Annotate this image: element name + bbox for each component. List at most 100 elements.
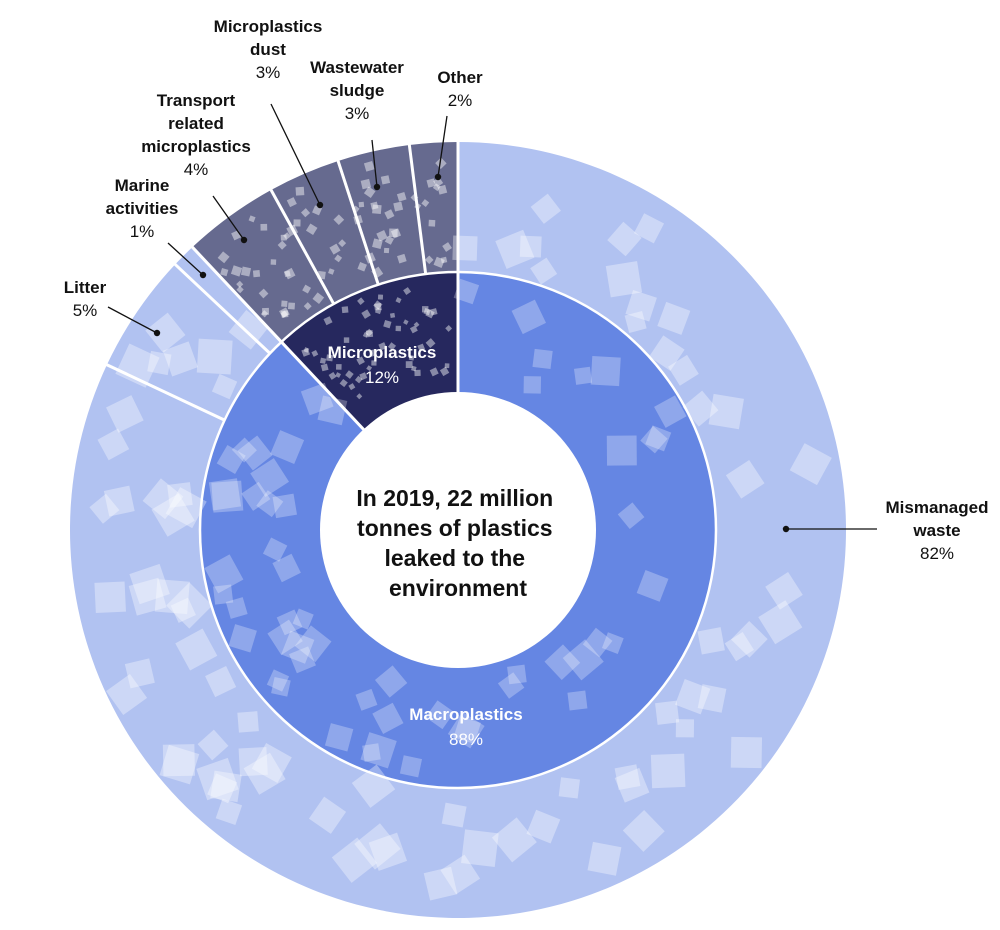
inner-value-macroplastics: 88% — [449, 730, 483, 749]
confetti-square — [170, 597, 196, 623]
confetti-dot — [430, 308, 438, 316]
confetti-dot — [425, 338, 436, 349]
confetti-dot — [354, 375, 363, 384]
confetti-dot — [328, 268, 335, 275]
confetti-dot — [372, 238, 383, 250]
confetti-dot — [258, 288, 269, 299]
confetti-square — [270, 430, 305, 464]
confetti-square — [582, 627, 613, 658]
center-text-line-3: leaked to the — [385, 545, 526, 571]
confetti-dot — [236, 285, 244, 294]
confetti-square — [491, 817, 537, 863]
confetti-dot — [378, 342, 387, 351]
confetti-square — [649, 335, 685, 371]
confetti-square — [601, 632, 624, 654]
confetti-dot — [287, 302, 296, 310]
confetti-square — [668, 354, 699, 386]
inner-value-microplastics: 12% — [365, 368, 399, 387]
outer-slice-transport-related-microplastics — [192, 189, 334, 342]
outer-label-line: Microplastics — [214, 17, 323, 36]
slice-labels: Macroplastics 88% Microplastics 12% Mismanag… — [64, 17, 989, 749]
outer-label-line: Wastewater — [310, 58, 404, 77]
confetti-dot — [396, 191, 407, 202]
leader-dot-litter — [153, 329, 161, 337]
center-text: In 2019, 22 million tonnes of plastics l… — [356, 485, 559, 601]
confetti-dot — [293, 219, 301, 227]
confetti-square — [106, 674, 148, 716]
inner-label-microplastics: Microplastics — [328, 343, 437, 362]
confetti-square — [530, 257, 558, 285]
confetti-dot — [303, 302, 312, 311]
confetti-decoration — [89, 157, 832, 901]
confetti-dot — [414, 369, 421, 377]
confetti-square — [368, 832, 408, 871]
confetti-square — [213, 584, 234, 605]
confetti-dot — [248, 215, 256, 223]
confetti-dot — [358, 201, 365, 208]
confetti-square — [196, 757, 239, 801]
center-text-line-4: environment — [389, 575, 527, 601]
confetti-square — [544, 644, 581, 681]
confetti-square — [228, 624, 257, 653]
confetti-dot — [409, 325, 418, 334]
confetti-dot — [312, 292, 325, 305]
confetti-dot — [260, 310, 269, 318]
confetti-dot — [397, 253, 407, 264]
confetti-dot — [424, 255, 434, 265]
center-hole — [320, 392, 596, 668]
confetti-dot — [439, 366, 450, 377]
confetti-dot — [305, 223, 318, 235]
confetti-dot — [445, 324, 453, 332]
confetti-square — [730, 736, 763, 769]
confetti-square — [650, 753, 686, 789]
confetti-dot — [356, 356, 365, 366]
confetti-dot — [286, 197, 297, 208]
confetti-dot — [348, 383, 356, 391]
confetti-square — [159, 744, 200, 785]
confetti-square — [162, 744, 195, 777]
outer-value-microplastics-dust: 3% — [256, 63, 281, 82]
confetti-square — [216, 445, 246, 475]
confetti-dot — [328, 371, 337, 380]
outer-label-line: dust — [250, 40, 286, 59]
confetti-dot — [405, 361, 413, 368]
confetti-dot — [319, 357, 327, 364]
confetti-square — [292, 608, 314, 630]
confetti-dot — [437, 184, 448, 195]
leader-dot-microplastics-dust — [316, 201, 324, 209]
confetti-dot — [390, 228, 402, 239]
confetti-dot — [408, 354, 415, 361]
confetti-square — [251, 742, 292, 783]
confetti-dot — [428, 219, 436, 227]
confetti-square — [241, 481, 271, 511]
confetti-square — [452, 235, 478, 261]
confetti-dot — [395, 297, 402, 304]
confetti-dot — [365, 330, 374, 338]
confetti-square — [590, 356, 621, 387]
confetti-square — [519, 235, 542, 258]
confetti-dot — [442, 242, 452, 252]
confetti-dot — [260, 223, 268, 231]
confetti-square — [256, 490, 284, 518]
leader-line-other — [437, 115, 448, 178]
confetti-square — [495, 229, 535, 269]
confetti-dot — [433, 177, 444, 188]
confetti-dot — [280, 310, 288, 318]
confetti-square — [272, 493, 298, 519]
confetti-dot — [339, 378, 348, 388]
outer-value-wastewater-sludge: 3% — [345, 104, 370, 123]
confetti-dot — [280, 234, 287, 241]
confetti-square — [526, 809, 561, 844]
slice-separator — [407, 143, 428, 275]
confetti-square — [289, 646, 316, 674]
confetti-dot — [360, 178, 372, 190]
confetti-square — [633, 213, 665, 244]
confetti-square — [208, 478, 242, 511]
outer-label-line: Marine — [115, 176, 170, 195]
confetti-dot — [403, 319, 409, 325]
confetti-square — [558, 777, 580, 799]
confetti-square — [211, 480, 244, 513]
leader-line-marine-activities — [167, 242, 204, 276]
confetti-dot — [383, 247, 390, 254]
confetti-dot — [361, 309, 371, 319]
